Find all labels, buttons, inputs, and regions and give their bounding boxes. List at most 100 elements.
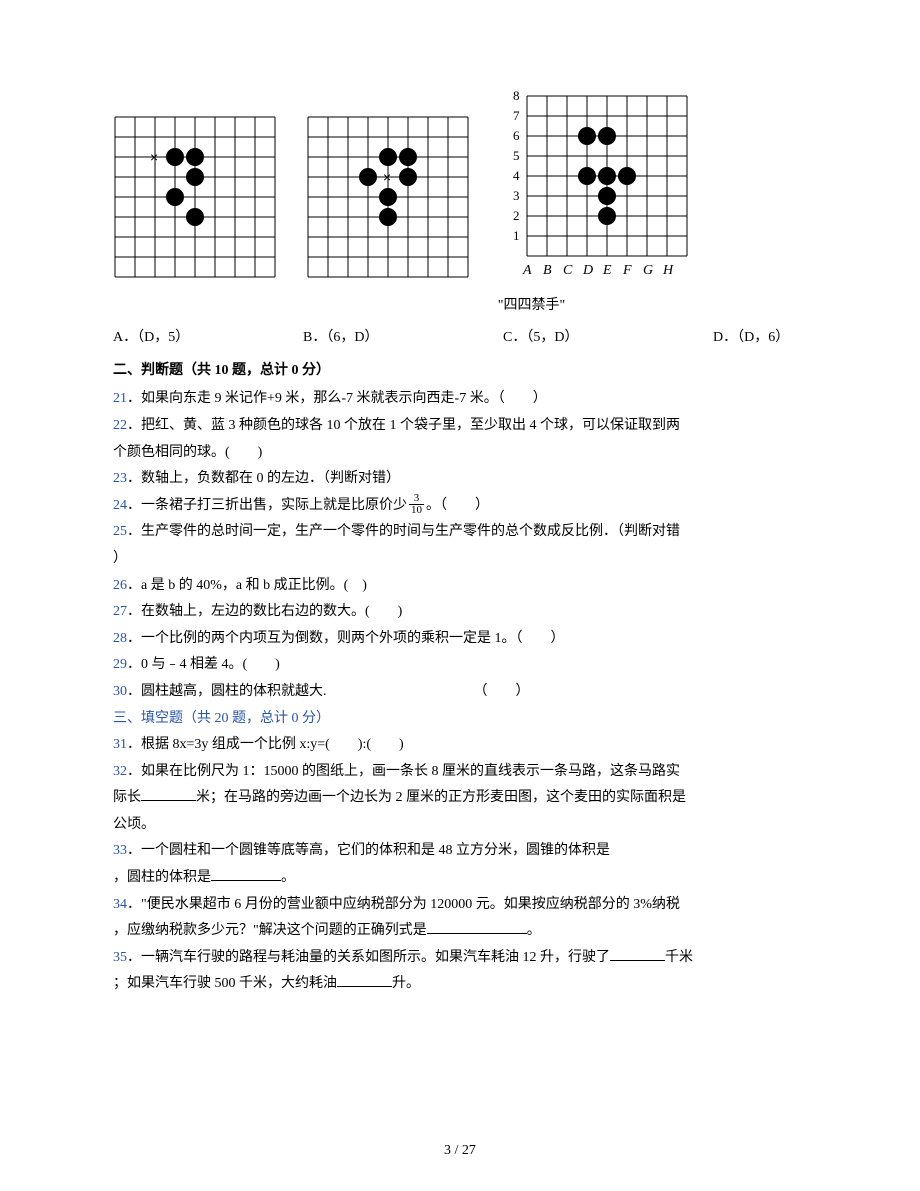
question-34: 34．"便民水果超市 6 月份的营业额中应纳税部分为 120000 元。如果按应… [113,892,810,919]
question-35c: ；如果汽车行驶 500 千米，大约耗油 升。 [113,971,810,998]
blank-34-1[interactable] [427,920,527,934]
qnum-35: 35 [113,950,127,965]
qtext-24b: 。（ ） [426,498,489,513]
question-35: 35．一辆汽车行驶的路程与耗油量的关系如图所示。如果汽车耗油 12 升，行驶了 千… [113,945,810,972]
qnum-30: 30 [113,684,127,699]
qnum-33: 33 [113,843,127,858]
qtext-27: ．在数轴上，左边的数比右边的数大。( ) [127,604,402,619]
qtext-35d: 升。 [392,976,420,991]
figures-row: × × [113,90,810,291]
qnum-24: 24 [113,498,127,513]
qnum-32: 32 [113,764,127,779]
qtext-34a: ．"便民水果超市 6 月份的营业额中应纳税部分为 120000 元。如果按应纳税… [127,897,680,912]
question-32: 32．如果在比例尺为 1：15000 的图纸上，画一条长 8 厘米的直线表示一条… [113,759,810,786]
row-7: 7 [513,108,520,123]
question-31: 31．根据 8x=3y 组成一个比例 x:y=( ):( ) [113,732,810,759]
row-2: 2 [513,208,520,223]
blank-32-1[interactable] [141,787,196,801]
qtext-35a: ．一辆汽车行驶的路程与耗油量的关系如图所示。如果汽车耗油 12 升，行驶了 [127,950,610,965]
question-22: 22．把红、黄、蓝 3 种颜色的球各 10 个放在 1 个袋子里，至少取出 4 … [113,413,810,440]
qnum-21: 21 [113,391,127,406]
qtext-33b: ，圆柱的体积是 [113,870,211,885]
option-b[interactable]: B．（6，D） [303,325,503,352]
qtext-25a: ．生产零件的总时间一定，生产一个零件的时间与生产零件的总个数成反比例．（判断对错 [127,524,680,539]
row-3: 3 [513,188,520,203]
qtext-22b: 个颜色相同的球。( ) [113,445,262,460]
question-26: 26．a 是 b 的 40%，a 和 b 成正比例。( ) [113,573,810,600]
qnum-27: 27 [113,604,127,619]
qtext-28: ．一个比例的两个内项互为倒数，则两个外项的乘积一定是 1。（ ） [127,631,565,646]
qtext-30: ．圆柱越高，圆柱的体积就越大. （ ） [127,684,530,699]
qnum-25: 25 [113,524,127,539]
qtext-35c: ；如果汽车行驶 500 千米，大约耗油 [113,976,337,991]
qnum-34: 34 [113,897,127,912]
fraction-3-10: 310 [409,493,424,516]
question-34b: ，应缴纳税款多少元？"解决这个问题的正确列式是 。 [113,918,810,945]
go-board-3: 8 7 6 5 4 3 2 1 A B C D E F G H [505,90,697,291]
qtext-32d: 公顷。 [113,817,155,832]
question-28: 28．一个比例的两个内项互为倒数，则两个外项的乘积一定是 1。（ ） [113,626,810,653]
option-a[interactable]: A．（D，5） [113,325,303,352]
col-c: C [563,263,573,278]
question-32d: 公顷。 [113,812,810,839]
question-33: 33．一个圆柱和一个圆锥等底等高，它们的体积和是 48 立方分米，圆锥的体积是 [113,838,810,865]
row-4: 4 [513,168,520,183]
qnum-29: 29 [113,657,127,672]
blank-35-2[interactable] [337,973,392,987]
svg-text:×: × [150,149,158,165]
question-23: 23．数轴上，负数都在 0 的左边．（判断对错） [113,466,810,493]
options-row: A．（D，5） B．（6，D） C．（5，D） D．（D，6） [113,325,810,352]
qnum-28: 28 [113,631,127,646]
qtext-32c: 米；在马路的旁边画一个边长为 2 厘米的正方形麦田图，这个麦田的实际面积是 [196,790,686,805]
page-footer: 3 / 27 [0,1138,920,1165]
col-a: A [522,263,532,278]
col-e: E [602,263,612,278]
section-2-heading: 二、判断题（共 10 题，总计 0 分） [113,358,810,385]
svg-text:×: × [383,169,391,185]
question-30: 30．圆柱越高，圆柱的体积就越大. （ ） [113,679,810,706]
qtext-32b: 际长 [113,790,141,805]
qnum-31: 31 [113,737,127,752]
question-25b: ） [113,546,810,573]
row-5: 5 [513,148,520,163]
qtext-34b: ，应缴纳税款多少元？"解决这个问题的正确列式是 [113,923,427,938]
question-21: 21．如果向东走 9 米记作+9 米，那么-7 米就表示向西走-7 米。（ ） [113,386,810,413]
qnum-26: 26 [113,578,127,593]
col-g: G [643,263,653,278]
qtext-33c: 。 [281,870,295,885]
go-board-2: × [306,115,471,291]
qtext-35b: 千米 [665,950,693,965]
qtext-21: ．如果向东走 9 米记作+9 米，那么-7 米就表示向西走-7 米。（ ） [127,391,547,406]
col-d: D [582,263,593,278]
figure-caption: "四四禁手" [253,293,810,320]
qtext-32a: ．如果在比例尺为 1：15000 的图纸上，画一条长 8 厘米的直线表示一条马路… [127,764,680,779]
question-22b: 个颜色相同的球。( ) [113,440,810,467]
question-24: 24．一条裙子打三折出售，实际上就是比原价少310。（ ） [113,493,810,520]
question-32b: 际长 米；在马路的旁边画一个边长为 2 厘米的正方形麦田图，这个麦田的实际面积是 [113,785,810,812]
question-29: 29．0 与﹣4 相差 4。( ) [113,652,810,679]
qtext-31: ．根据 8x=3y 组成一个比例 x:y=( ):( ) [127,737,404,752]
blank-33-1[interactable] [211,867,281,881]
qtext-29: ．0 与﹣4 相差 4。( ) [127,657,280,672]
row-6: 6 [513,128,520,143]
section-3-heading: 三、填空题（共 20 题，总计 0 分） [113,706,810,733]
col-h: H [662,263,674,278]
question-25: 25．生产零件的总时间一定，生产一个零件的时间与生产零件的总个数成反比例．（判断… [113,519,810,546]
qnum-22: 22 [113,418,127,433]
qtext-34c: 。 [527,923,541,938]
go-board-1: × [113,115,278,291]
blank-35-1[interactable] [610,947,665,961]
option-d[interactable]: D．（D，6） [713,325,789,352]
qtext-25b: ） [113,551,127,566]
qtext-24a: ．一条裙子打三折出售，实际上就是比原价少 [127,498,407,513]
question-27: 27．在数轴上，左边的数比右边的数大。( ) [113,599,810,626]
row-1: 1 [513,228,520,243]
qnum-23: 23 [113,471,127,486]
qtext-22a: ．把红、黄、蓝 3 种颜色的球各 10 个放在 1 个袋子里，至少取出 4 个球… [127,418,680,433]
qtext-33a: ．一个圆柱和一个圆锥等底等高，它们的体积和是 48 立方分米，圆锥的体积是 [127,843,610,858]
row-8: 8 [513,90,520,103]
question-33b: ，圆柱的体积是 。 [113,865,810,892]
col-f: F [622,263,632,278]
option-c[interactable]: C．（5，D） [503,325,713,352]
col-b: B [543,263,552,278]
